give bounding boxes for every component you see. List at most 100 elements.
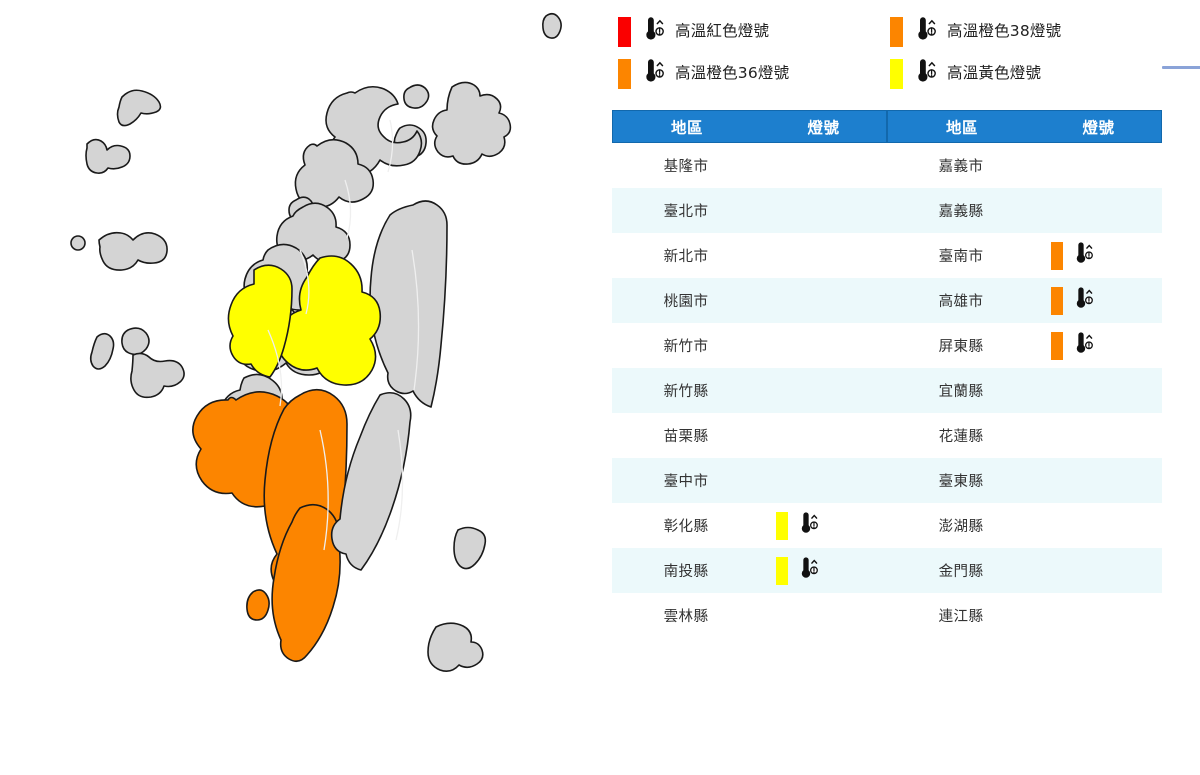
legend-swatch-red — [618, 17, 631, 47]
table-row[interactable]: 澎湖縣 — [887, 503, 1162, 548]
table-row[interactable]: 宜蘭縣 — [887, 368, 1162, 413]
table-row[interactable]: 基隆市 — [612, 143, 887, 188]
cell-region-name: 連江縣 — [938, 609, 984, 625]
cell-region-name: 宜蘭縣 — [938, 384, 984, 400]
table-row[interactable]: 金門縣 — [887, 548, 1162, 593]
region-table-right: 地區 燈號 嘉義市嘉義縣臺南市高雄市屏東縣宜蘭縣花蓮縣臺東縣澎湖縣金門縣連江縣 — [887, 110, 1162, 638]
legend-swatch-yellow — [890, 59, 903, 89]
cell-signal — [760, 511, 885, 540]
county-changhua[interactable] — [227, 264, 293, 378]
table-row[interactable]: 臺北市 — [612, 188, 887, 233]
table-row[interactable]: 新竹縣 — [612, 368, 887, 413]
table-row[interactable]: 臺南市 — [887, 233, 1162, 278]
cell-signal — [760, 556, 885, 585]
table-row[interactable]: 雲林縣 — [612, 593, 887, 638]
island-liuqiu — [246, 589, 270, 621]
column-header-region: 地區 — [945, 118, 978, 137]
signal-swatch — [776, 511, 788, 540]
legend-swatch-orange38 — [890, 17, 903, 47]
legend-label-yellow: 高溫黃色燈號 — [947, 64, 1042, 83]
table-row[interactable]: 新竹市 — [612, 323, 887, 368]
county-yilan[interactable] — [431, 81, 512, 165]
cell-region-name: 高雄市 — [938, 294, 984, 310]
column-header-signal: 燈號 — [1082, 118, 1115, 137]
table-header-row: 地區 燈號 — [887, 110, 1162, 143]
taiwan-map[interactable] — [0, 0, 600, 775]
signal-swatch — [1051, 286, 1063, 315]
table-row[interactable]: 連江縣 — [887, 593, 1162, 638]
thermometer-warning-icon — [640, 59, 664, 89]
table-body: 嘉義市嘉義縣臺南市高雄市屏東縣宜蘭縣花蓮縣臺東縣澎湖縣金門縣連江縣 — [887, 143, 1162, 638]
cell-region-name: 澎湖縣 — [938, 519, 984, 535]
legend-label-orange36: 高溫橙色36燈號 — [675, 64, 790, 83]
county-keelung[interactable] — [403, 84, 430, 109]
legend-item-yellow: 高溫黃色燈號 — [890, 56, 1041, 92]
table-row[interactable]: 南投縣 — [612, 548, 887, 593]
table-row[interactable]: 彰化縣 — [612, 503, 887, 548]
thermometer-warning-icon — [912, 17, 936, 47]
cell-region-name: 嘉義縣 — [938, 204, 984, 220]
table-header-row: 地區 燈號 — [612, 110, 887, 143]
table-row[interactable]: 新北市 — [612, 233, 887, 278]
cell-region-name: 基隆市 — [663, 159, 709, 175]
island-green — [453, 526, 487, 570]
cell-region-name: 臺北市 — [663, 204, 709, 220]
table-row[interactable]: 嘉義縣 — [887, 188, 1162, 233]
table-row[interactable]: 臺中市 — [612, 458, 887, 503]
cell-signal — [1035, 331, 1160, 360]
island-kinmen — [98, 231, 168, 271]
table-row[interactable]: 臺東縣 — [887, 458, 1162, 503]
thermometer-warning-icon — [912, 59, 936, 89]
table-row[interactable]: 花蓮縣 — [887, 413, 1162, 458]
cell-region-name: 桃園市 — [663, 294, 709, 310]
thermometer-warning-icon — [1071, 286, 1093, 315]
river-lines — [267, 119, 420, 551]
thermometer-warning-icon — [640, 17, 664, 47]
info-panel: 高溫紅色燈號 高溫橙色38燈號 — [600, 0, 1200, 775]
cell-region-name: 臺東縣 — [938, 474, 984, 490]
table-row[interactable]: 屏東縣 — [887, 323, 1162, 368]
island-penghu-c — [130, 352, 185, 399]
table-body: 基隆市臺北市新北市桃園市新竹市 新竹縣苗栗縣臺中市彰化縣南投縣雲林縣 — [612, 143, 887, 638]
island-pengjia — [542, 12, 562, 39]
island-matsu-b — [85, 138, 131, 174]
signal-swatch — [776, 556, 788, 585]
thermometer-warning-icon — [796, 511, 818, 540]
cell-region-name: 雲林縣 — [663, 609, 709, 625]
island-orchid — [427, 622, 484, 672]
cell-region-name: 屏東縣 — [938, 339, 984, 355]
table-row[interactable]: 桃園市 — [612, 278, 887, 323]
cell-region-name: 新北市 — [663, 249, 709, 265]
legend-item-orange36: 高溫橙色36燈號 — [618, 56, 789, 92]
cell-region-name: 苗栗縣 — [663, 429, 709, 445]
signal-swatch — [1051, 331, 1063, 360]
column-header-signal: 燈號 — [807, 118, 840, 137]
cell-region-name: 南投縣 — [663, 564, 709, 580]
region-table-left: 地區 燈號 基隆市臺北市新北市桃園市新竹市 新竹縣苗栗縣臺中市彰化縣南投縣雲林縣 — [612, 110, 887, 638]
cell-region-name: 臺中市 — [663, 474, 709, 490]
thermometer-warning-icon — [796, 556, 818, 585]
island-matsu-a — [116, 89, 162, 127]
signal-swatch — [1051, 241, 1063, 270]
table-row[interactable]: 嘉義市 — [887, 143, 1162, 188]
county-hualien[interactable] — [369, 200, 448, 408]
county-taoyuan[interactable] — [294, 138, 375, 209]
cell-signal — [1035, 241, 1160, 270]
legend-item-red: 高溫紅色燈號 — [618, 14, 769, 50]
island-penghu-b — [121, 327, 150, 356]
county-taitung[interactable] — [330, 391, 412, 571]
divider-rule — [1162, 66, 1200, 69]
legend-label-red: 高溫紅色燈號 — [675, 22, 770, 41]
table-row[interactable]: 高雄市 — [887, 278, 1162, 323]
cell-signal — [1035, 286, 1160, 315]
legend-swatch-orange36 — [618, 59, 631, 89]
county-nantou[interactable] — [276, 255, 382, 386]
cell-region-name: 嘉義市 — [938, 159, 984, 175]
table-row[interactable]: 苗栗縣 — [612, 413, 887, 458]
island-penghu-a — [89, 332, 115, 370]
legend-item-orange38: 高溫橙色38燈號 — [890, 14, 1061, 50]
cell-region-name: 金門縣 — [938, 564, 984, 580]
cell-region-name: 花蓮縣 — [938, 429, 984, 445]
thermometer-warning-icon — [1071, 241, 1093, 270]
